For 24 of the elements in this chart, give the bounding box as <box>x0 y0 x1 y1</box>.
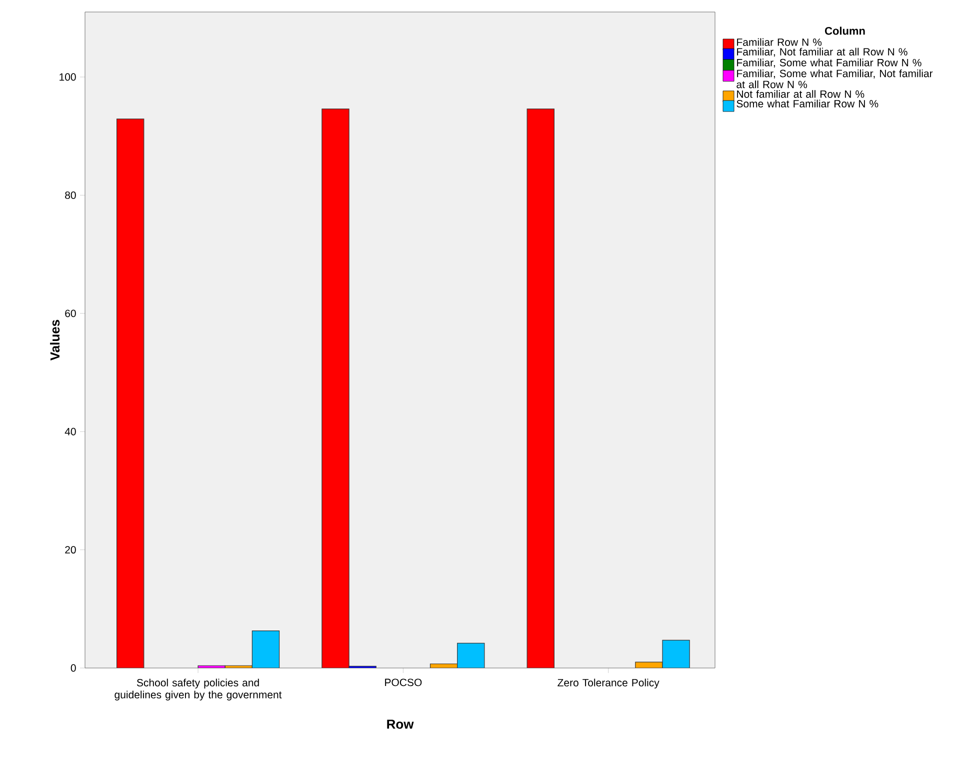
bar <box>457 642 485 668</box>
y-tick-label: 100 <box>60 73 76 81</box>
legend-label: Not familiar at all Row N % <box>737 90 864 98</box>
bar <box>526 108 554 668</box>
bar <box>322 108 350 668</box>
y-tick-label: 60 <box>65 310 76 318</box>
bar <box>662 640 690 668</box>
legend-label: Some what Familiar Row N % <box>736 100 878 108</box>
x-tick-label: School safety policies and guidelines given by the government <box>114 678 282 700</box>
y-axis-title: Values <box>50 320 60 360</box>
bar <box>116 118 144 668</box>
x-tick-label: POCSO <box>385 678 422 686</box>
legend-label: Familiar, Some what Familiar, Not familiar at all Row N % <box>736 70 933 88</box>
y-tick-label: 40 <box>64 428 76 436</box>
x-axis-title: Row <box>387 720 414 729</box>
y-tick-label: 20 <box>65 546 76 554</box>
legend-title: Column <box>824 26 865 35</box>
bar <box>252 630 280 668</box>
legend-label: Familiar, Some what Familiar Row N % <box>737 58 922 68</box>
x-tick-label: Zero Tolerance Policy <box>558 678 660 688</box>
y-tick-label: 80 <box>65 191 76 199</box>
legend-label: Familiar Row N % <box>737 38 822 46</box>
legend-label: Familiar, Not familiar at all Row N % <box>737 48 908 57</box>
y-tick-label: 0 <box>70 664 76 672</box>
